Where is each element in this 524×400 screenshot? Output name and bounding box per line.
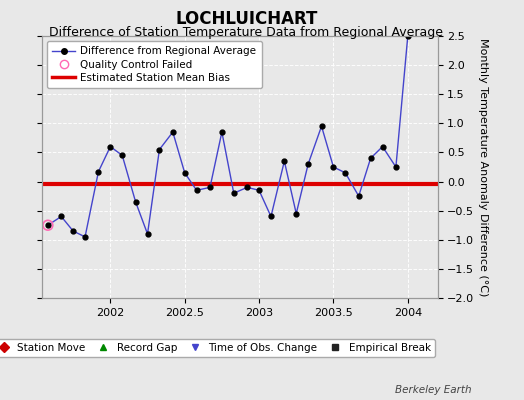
Legend: Station Move, Record Gap, Time of Obs. Change, Empirical Break: Station Move, Record Gap, Time of Obs. C… [0,339,435,357]
Text: Berkeley Earth: Berkeley Earth [395,385,472,395]
Y-axis label: Monthly Temperature Anomaly Difference (°C): Monthly Temperature Anomaly Difference (… [478,38,488,296]
Text: Difference of Station Temperature Data from Regional Average: Difference of Station Temperature Data f… [49,26,443,39]
Text: LOCHLUICHART: LOCHLUICHART [175,10,318,28]
Point [43,222,52,228]
